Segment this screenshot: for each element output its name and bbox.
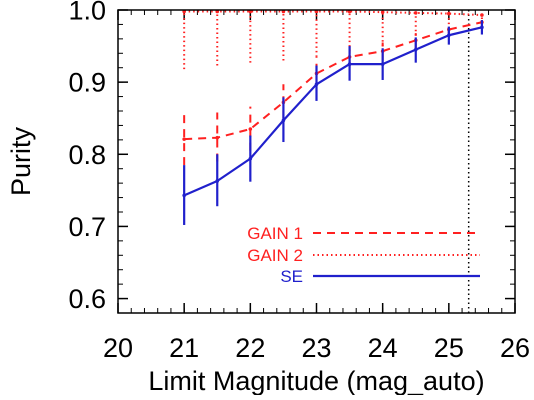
- data-point: [281, 118, 286, 123]
- y-tick-label: 0.8: [68, 140, 106, 170]
- data-point: [182, 137, 186, 141]
- x-tick-label: 20: [103, 333, 133, 363]
- x-tick-label: 21: [169, 333, 199, 363]
- y-tick-label: 0.7: [68, 212, 106, 242]
- x-tick-label: 22: [235, 333, 265, 363]
- data-point: [380, 10, 385, 14]
- legend-label: GAIN 1: [247, 224, 303, 243]
- data-point: [248, 127, 253, 131]
- data-point: [413, 47, 418, 52]
- series-line: [184, 21, 483, 141]
- legend-label: SE: [280, 267, 303, 286]
- data-point: [248, 156, 253, 161]
- data-point: [182, 193, 186, 198]
- data-point: [413, 11, 418, 15]
- legend-label: GAIN 2: [247, 246, 303, 265]
- x-tick-label: 24: [368, 333, 398, 363]
- series-2: [182, 20, 484, 225]
- series-0: [182, 15, 484, 166]
- data-point: [480, 13, 484, 17]
- series-line: [183, 26, 483, 197]
- y-tick-label: 1.0: [68, 0, 106, 26]
- data-point: [347, 62, 352, 66]
- data-point: [480, 25, 484, 30]
- data-point: [314, 82, 319, 87]
- data-point: [215, 179, 220, 183]
- data-point: [447, 33, 451, 38]
- y-tick-label: 0.6: [68, 284, 106, 314]
- data-point: [447, 11, 451, 16]
- y-axis-title: Purity: [6, 126, 36, 196]
- tick-labels: 20 21 22 23 24 25 26 0.6 0.7 0.8 0.9 1.0: [68, 0, 530, 363]
- plot-frame: [117, 9, 516, 314]
- series-group: [182, 9, 484, 225]
- x-tick-label: 26: [500, 333, 530, 363]
- x-tick-label: 23: [301, 333, 331, 363]
- data-point: [215, 135, 220, 140]
- y-tick-label: 0.9: [68, 68, 106, 98]
- series-line: [184, 10, 482, 17]
- data-point: [380, 62, 385, 66]
- x-tick-label: 25: [434, 333, 464, 363]
- legend: GAIN 1 GAIN 2 SE: [247, 224, 480, 286]
- x-axis-title: Limit Magnitude (mag_auto): [148, 366, 484, 395]
- series-1: [182, 9, 484, 70]
